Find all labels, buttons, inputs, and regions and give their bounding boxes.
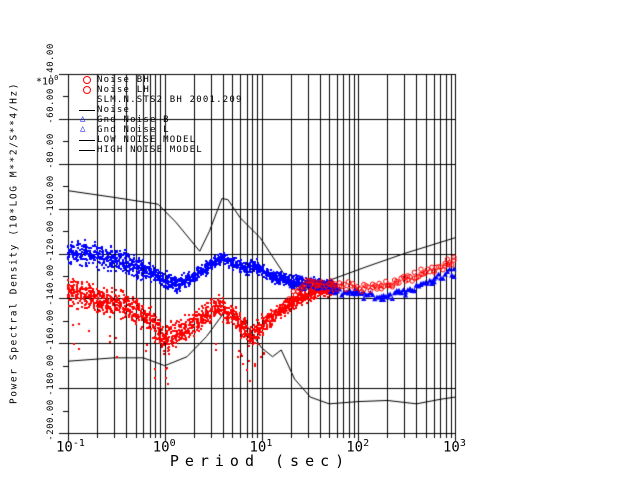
legend-item: △ Gnd Noise B	[0, 114, 300, 125]
legend-circle-icon	[79, 85, 96, 95]
legend-item: Noise	[0, 105, 300, 115]
legend-dash-icon	[79, 145, 96, 155]
legend-item-label: SLM.N.STS2 BH 2001.209	[97, 95, 243, 105]
y-tick-label: -100.00	[46, 174, 56, 217]
y-axis-multiplier: *100	[36, 74, 59, 88]
legend-item-label: Noise BH	[97, 75, 150, 85]
y-tick-label: -180.00	[46, 354, 56, 396]
legend-item: △ Gnd Noise L	[0, 124, 300, 135]
legend-item-label: Gnd Noise B	[97, 115, 170, 125]
y-tick-label: -160.00	[46, 309, 56, 351]
legend-item-label: Gnd Noise L	[97, 125, 170, 135]
legend-dash-icon	[79, 135, 96, 145]
x-tick-label: 103	[443, 438, 466, 456]
legend-item: HIGH NOISE MODEL	[0, 145, 300, 155]
legend-item: LOW NOISE MODEL	[0, 135, 300, 145]
x-tick-label: 100	[152, 438, 176, 456]
legend-symbol-none	[79, 95, 96, 105]
legend-triangle-icon: △	[80, 124, 86, 134]
x-axis-title: Period (sec)	[169, 452, 351, 470]
y-tick-label: -200.00	[46, 399, 56, 441]
y-tick-label: -120.00	[46, 219, 56, 262]
legend-item-label: HIGH NOISE MODEL	[97, 145, 203, 155]
y-tick-label: -40.00	[46, 43, 56, 79]
x-tick-label: 101	[249, 438, 273, 456]
legend-dash-icon	[79, 105, 96, 115]
legend-item: Noise BH	[0, 75, 300, 85]
x-tick-label: 10-1	[56, 438, 85, 456]
legend-circle-icon	[79, 75, 96, 85]
legend-item-label: Noise LH	[97, 85, 150, 95]
legend-triangle-icon: △	[80, 114, 86, 124]
x-tick-label: 102	[346, 438, 370, 456]
legend-item-label: LOW NOISE MODEL	[97, 135, 197, 145]
legend-item: Noise LH	[0, 85, 300, 95]
legend-item-label: Noise	[97, 105, 131, 115]
y-tick-label: -140.00	[46, 264, 56, 307]
legend-item: SLM.N.STS2 BH 2001.209	[0, 95, 300, 105]
